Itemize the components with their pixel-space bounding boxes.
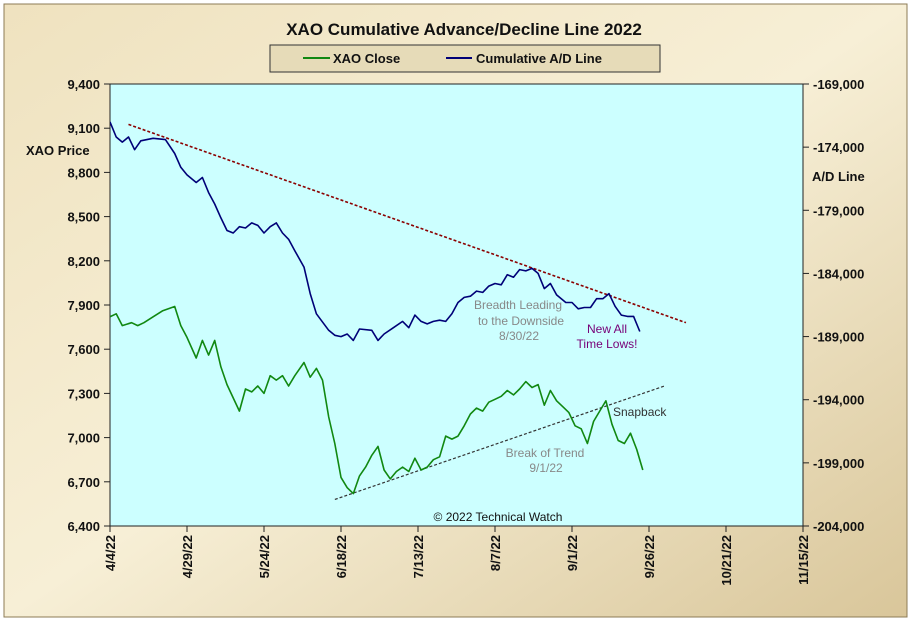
annotation-new-lows: New All Time Lows! bbox=[577, 322, 638, 351]
y-left-axis-label: XAO Price bbox=[26, 143, 90, 158]
y-left-tick-label: 8,500 bbox=[67, 210, 100, 225]
y-right-tick-label: -204,000 bbox=[813, 519, 864, 534]
y-right-tick-label: -184,000 bbox=[813, 266, 864, 281]
x-tick-label: 9/26/22 bbox=[642, 535, 657, 578]
chart-title: XAO Cumulative Advance/Decline Line 2022 bbox=[286, 20, 642, 39]
x-tick-label: 6/18/22 bbox=[334, 535, 349, 578]
x-tick-label: 11/15/22 bbox=[796, 535, 811, 585]
y-right-tick-label: -169,000 bbox=[813, 77, 864, 92]
y-right-tick-label: -179,000 bbox=[813, 203, 864, 218]
x-tick-label: 4/4/22 bbox=[103, 535, 118, 571]
y-left-tick-label: 7,600 bbox=[67, 342, 100, 357]
y-right-tick-label: -189,000 bbox=[813, 330, 864, 345]
x-tick-label: 8/7/22 bbox=[488, 535, 503, 571]
y-left-tick-label: 7,300 bbox=[67, 386, 100, 401]
y-left-tick-label: 7,000 bbox=[67, 431, 100, 446]
svg-text:8/30/22: 8/30/22 bbox=[499, 329, 539, 343]
y-right-tick-label: -199,000 bbox=[813, 456, 864, 471]
svg-text:to the Downside: to the Downside bbox=[478, 314, 564, 328]
x-ticks: 4/4/22 4/29/22 5/24/22 6/18/22 7/13/22 8/7/22… bbox=[103, 526, 811, 586]
svg-text:New All: New All bbox=[587, 322, 627, 336]
xao-close-line bbox=[110, 305, 644, 495]
x-tick-label: 7/13/22 bbox=[411, 535, 426, 578]
annotation-break-of-trend: Break of Trend 9/1/22 bbox=[506, 446, 585, 475]
y-left-tick-label: 8,200 bbox=[67, 254, 100, 269]
y-left-tick-label: 8,800 bbox=[67, 165, 100, 180]
svg-text:Break of Trend: Break of Trend bbox=[506, 446, 585, 460]
y-left-tick-label: 6,400 bbox=[67, 519, 100, 534]
x-tick-label: 4/29/22 bbox=[180, 535, 195, 578]
y-left-ticks: 9,400 9,100 8,800 8,500 8,200 7,900 7,600 7,300… bbox=[67, 77, 110, 534]
copyright: © 2022 Technical Watch bbox=[434, 510, 563, 524]
y-left-tick-label: 7,900 bbox=[67, 298, 100, 313]
svg-text:Breadth Leading: Breadth Leading bbox=[474, 298, 562, 312]
support-trendline bbox=[334, 385, 665, 501]
x-tick-label: 9/1/22 bbox=[565, 535, 580, 571]
y-right-axis-label: A/D Line bbox=[812, 169, 865, 184]
y-right-ticks: -169,000 -174,000 -179,000 -184,000 -189,000… bbox=[803, 77, 864, 534]
resistance-trendline bbox=[128, 123, 687, 324]
y-right-tick-label: -174,000 bbox=[813, 140, 864, 155]
annotation-breadth: Breadth Leading to the Downside 8/30/22 bbox=[474, 298, 564, 343]
legend: XAO Close Cumulative A/D Line bbox=[269, 44, 661, 73]
annotation-snapback: Snapback bbox=[613, 405, 667, 419]
x-tick-label: 10/21/22 bbox=[719, 535, 734, 586]
y-right-tick-label: -194,000 bbox=[813, 393, 864, 408]
y-left-tick-label: 9,400 bbox=[67, 77, 100, 92]
svg-text:Snapback: Snapback bbox=[613, 405, 667, 419]
svg-text:Time Lows!: Time Lows! bbox=[577, 337, 638, 351]
legend-label-xao: XAO Close bbox=[333, 51, 400, 66]
y-left-tick-label: 6,700 bbox=[67, 475, 100, 490]
ad-line bbox=[110, 121, 641, 342]
legend-label-ad: Cumulative A/D Line bbox=[476, 51, 602, 66]
x-tick-label: 5/24/22 bbox=[257, 535, 272, 578]
svg-text:9/1/22: 9/1/22 bbox=[529, 461, 563, 475]
y-left-tick-label: 9,100 bbox=[67, 121, 100, 136]
